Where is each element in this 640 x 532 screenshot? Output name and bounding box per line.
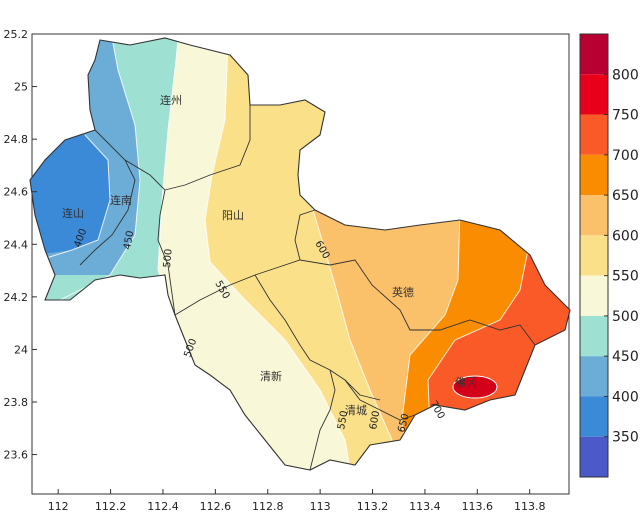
- y-axis: 25.2 25 24.8 24.6 24.4 24.2 24 23.8 23.6: [4, 28, 37, 462]
- colorbar-label: 500: [612, 309, 639, 325]
- place-label-fogang: 佛冈: [455, 376, 477, 389]
- place-label-lianzhou: 连州: [160, 94, 182, 107]
- colorbar-label: 400: [612, 389, 639, 405]
- colorbar-swatch: [580, 34, 608, 75]
- colorbar-label: 700: [612, 148, 639, 164]
- colorbar-frame: [579, 33, 609, 478]
- place-label-qingxin: 清新: [260, 369, 282, 383]
- y-tick-label: 25: [14, 81, 28, 94]
- colorbar-swatch: [580, 154, 608, 196]
- x-axis: 112 112.2 112.4 112.6 112.8 113 113.2 113.4 113.…: [48, 489, 546, 513]
- colorbar-swatch: [580, 114, 608, 155]
- place-label-yangshan: 阳山: [222, 209, 244, 222]
- colorbar-swatch: [580, 396, 608, 437]
- contour-label-450: 450: [122, 230, 136, 251]
- band-350-400: [30, 120, 110, 260]
- colorbar-swatch: [580, 235, 608, 276]
- colorbar-swatch: [580, 74, 608, 115]
- y-tick-label: 25.2: [4, 28, 29, 41]
- x-tick-label: 113.2: [357, 500, 389, 513]
- colorbar-swatch: [580, 436, 608, 477]
- x-tick-label: 113: [310, 500, 331, 513]
- colorbar-label: 350: [612, 430, 639, 446]
- place-labels: 连州 连南 阳山 英德 清新 清城 佛冈 连山: [62, 94, 477, 417]
- colorbar-label: 600: [612, 228, 639, 244]
- x-tick-label: 113.4: [409, 500, 441, 513]
- colorbar-label: 550: [612, 269, 639, 285]
- y-tick-label: 24.2: [4, 291, 29, 304]
- colorbar: 800 750 700 650 600 550 500 450 400 350: [579, 33, 639, 478]
- x-tick-label: 112.4: [147, 500, 179, 513]
- y-tick-label: 24.6: [4, 186, 29, 199]
- y-tick-label: 23.8: [4, 396, 29, 409]
- colorbar-swatch: [580, 195, 608, 236]
- place-label-qingcheng: 清城: [345, 404, 367, 417]
- place-label-yingde: 英德: [392, 285, 414, 299]
- y-tick-label: 24: [14, 343, 28, 356]
- colorbar-label: 450: [612, 349, 639, 365]
- contour-label-550-b: 550: [336, 410, 350, 431]
- colorbar-swatch: [580, 356, 608, 397]
- x-tick-label: 112: [48, 500, 69, 513]
- contour-label-600-b: 600: [368, 410, 382, 431]
- colorbar-label: 800: [612, 67, 639, 83]
- x-tick-label: 112.6: [200, 500, 232, 513]
- y-tick-label: 24.8: [4, 133, 29, 146]
- contour-label-650: 650: [396, 412, 412, 433]
- x-tick-label: 112.2: [95, 500, 127, 513]
- y-tick-label: 24.4: [4, 238, 29, 251]
- band-750-plus: [452, 375, 498, 399]
- place-label-lianshan: 连山: [62, 207, 84, 220]
- colorbar-swatch: [580, 315, 608, 357]
- x-tick-label: 112.8: [252, 500, 284, 513]
- x-tick-label: 113.6: [462, 500, 494, 513]
- colorbar-swatch: [580, 275, 608, 316]
- colorbar-label: 650: [612, 188, 639, 204]
- y-tick-label: 23.6: [4, 449, 29, 462]
- x-tick-label: 113.8: [514, 500, 546, 513]
- colorbar-label: 750: [612, 108, 639, 124]
- place-label-liannan: 连南: [110, 194, 132, 207]
- county-boundaries: [79, 105, 536, 470]
- contour-label-500-a: 500: [162, 248, 175, 268]
